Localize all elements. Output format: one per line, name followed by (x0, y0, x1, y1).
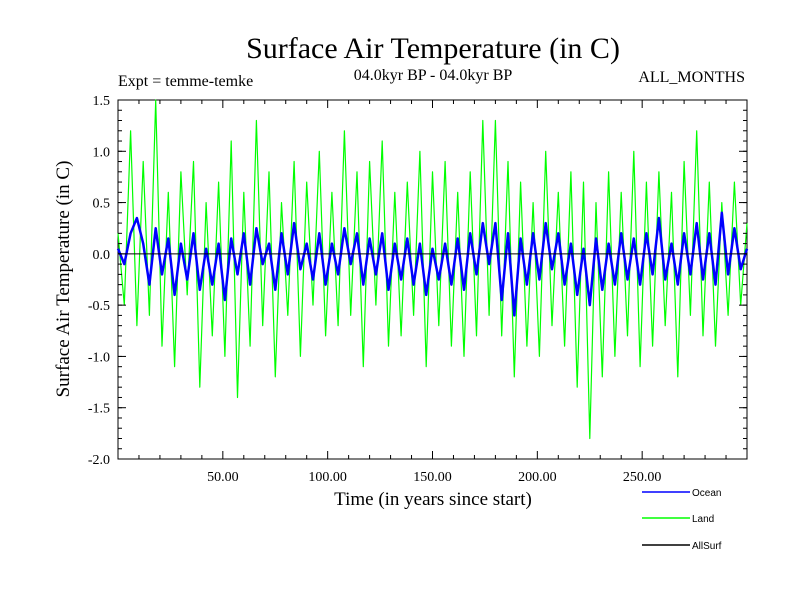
x-tick-label: 250.00 (623, 470, 662, 485)
series-layer (116, 99, 749, 440)
y-tick-label: 1.5 (93, 94, 111, 109)
chart-title: Surface Air Temperature (in C) (246, 32, 620, 65)
y-tick-label: 0.0 (93, 248, 111, 263)
ticks-layer: -2.0 -1.5 -1.0 -0.5 0.0 0.5 1.0 1.5 50.00 100.00 1… (88, 94, 747, 485)
y-tick-label: -1.5 (88, 402, 110, 417)
x-tick-label: 50.00 (207, 470, 239, 485)
legend-label-land: Land (692, 514, 714, 525)
y-tick-label: 0.5 (93, 197, 111, 212)
series-land-line (117, 99, 748, 440)
x-axis-label: Time (in years since start) (334, 489, 532, 510)
x-tick-label: 100.00 (308, 470, 347, 485)
y-tick-label: -2.0 (88, 453, 110, 468)
x-tick-label: 150.00 (413, 470, 452, 485)
legend: Ocean Land AllSurf (642, 488, 722, 552)
legend-label-allsurf: AllSurf (692, 541, 722, 552)
series-ocean-line (116, 211, 749, 317)
subtitle-left: Expt = temme-temke (118, 73, 253, 90)
plot-area: -2.0 -1.5 -1.0 -0.5 0.0 0.5 1.0 1.5 50.00 100.00 1… (88, 94, 749, 485)
legend-label-ocean: Ocean (692, 488, 721, 499)
y-tick-label: 1.0 (93, 145, 111, 160)
subtitle-right: ALL_MONTHS (638, 69, 745, 86)
y-tick-label: -0.5 (88, 299, 110, 314)
subtitle-center: 04.0kyr BP - 04.0kyr BP (354, 67, 513, 84)
x-tick-label: 200.00 (518, 470, 557, 485)
y-axis-label: Surface Air Temperature (in C) (53, 161, 74, 398)
y-tick-label: -1.0 (88, 350, 110, 365)
